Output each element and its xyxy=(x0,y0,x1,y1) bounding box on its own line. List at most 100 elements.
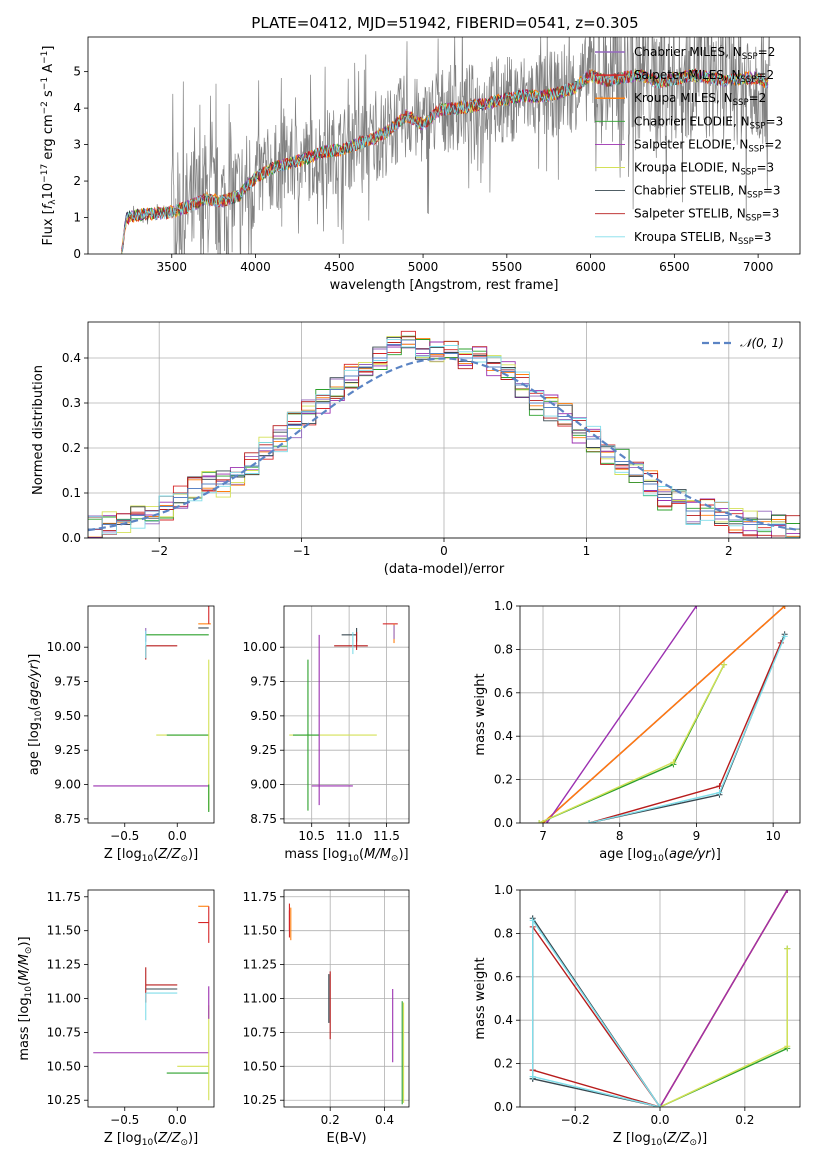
spectrum-ytick-label: 0 xyxy=(73,247,81,261)
mass_vs_Z-ytick-label: 10.25 xyxy=(47,1093,81,1107)
weight-marker xyxy=(716,789,723,796)
spectrum-ytick-label: 1 xyxy=(73,211,81,225)
age_vs_Z-axes: −0.5 0.0 8.75 9.00 9.25 9.50 9.75 10.00 xyxy=(47,640,187,843)
weight-line xyxy=(659,948,788,1107)
residuals-xtick-label: −1 xyxy=(293,544,311,558)
mass_vs_Z-xtick-label: 0.0 xyxy=(168,1113,187,1127)
mass_vs_EBV-frame xyxy=(283,889,410,1108)
weight-marker xyxy=(721,661,728,668)
massweight_vs_age-ytick-label: 0.6 xyxy=(494,686,513,700)
residuals-xtick-label: −2 xyxy=(150,544,168,558)
spectrum-xlabel: wavelength [Angstrom, rest frame] xyxy=(330,278,559,293)
legend-entry: Chabrier MILES, NSSP=2 xyxy=(634,45,775,62)
residuals-ytick-label: 0.2 xyxy=(62,441,81,455)
residuals-xtick-label: 2 xyxy=(725,544,733,558)
age_vs_Z-errorbars xyxy=(93,606,211,813)
massweight_vs_age-ylabel: mass weight xyxy=(473,673,488,755)
massweight_vs_age-xtick-label: 8 xyxy=(616,829,624,843)
mass_vs_Z-ytick-label: 11.50 xyxy=(47,924,81,938)
massweight_vs_Z-xtick-label: 0.0 xyxy=(650,1113,669,1127)
age_vs_mass-xtick-label: 11.0 xyxy=(336,829,363,843)
mass_vs_EBV-xlabel: E(B-V) xyxy=(326,1131,366,1146)
massweight_vs_age-xtick-label: 7 xyxy=(539,829,547,843)
mass_vs_Z-ytick-label: 10.75 xyxy=(47,1025,81,1039)
mass_vs_Z-xtick-label: −0.5 xyxy=(110,1113,139,1127)
mass_vs_EBV-ytick-label: 11.25 xyxy=(243,958,277,972)
massweight_vs_Z-axes: −0.2 0.0 0.2 0.0 0.2 0.4 0.6 0.8 1.0 xyxy=(494,883,800,1127)
residuals-axes: −2 −1 0 1 2 0.0 0.1 0.2 0.3 0.4 xyxy=(62,322,800,558)
massweight_vs_age-xtick-label: 9 xyxy=(693,829,701,843)
legend-entry: Salpeter MILES, NSSP=2 xyxy=(634,68,774,85)
massweight_vs_Z-lines xyxy=(529,890,791,1107)
mass_vs_Z-frame xyxy=(87,889,215,1108)
age_vs_mass-ytick-label: 9.75 xyxy=(250,675,277,689)
mass_vs_Z-errorbars xyxy=(93,905,210,1101)
spectrum-ylabel: Flux [fλ10−17 erg cm−2 s−1 A−1] xyxy=(40,46,58,246)
massweight_vs_age-xlabel: age [log10(age/yr)] xyxy=(599,847,721,864)
spectrum-model-line xyxy=(121,69,768,254)
age_vs_mass-xlabel: mass [log10(M/M⊙)] xyxy=(284,847,408,864)
residuals-legend: 𝒩(0, 1) xyxy=(702,336,784,350)
age_vs_mass-ytick-label: 8.75 xyxy=(250,812,277,826)
weight-marker xyxy=(781,606,788,609)
legend-entry: Chabrier ELODIE, NSSP=3 xyxy=(634,114,783,131)
massweight_vs_age-lines xyxy=(536,606,788,823)
weight-marker xyxy=(529,917,536,924)
mass_vs_EBV-errorbars xyxy=(288,903,405,1105)
weight-marker xyxy=(586,820,593,823)
massweight_vs_age-frame xyxy=(519,605,801,824)
massweight_vs_Z-ytick-label: 0.0 xyxy=(494,1100,513,1114)
spectrum-frame xyxy=(87,36,801,255)
age_vs_mass-xtick-label: 10.5 xyxy=(298,829,325,843)
residuals-ytick-label: 0.1 xyxy=(62,486,81,500)
residuals-xlabel: (data-model)/error xyxy=(384,562,505,577)
massweight_vs_age-ytick-label: 1.0 xyxy=(494,599,513,613)
spectrum-legend: Chabrier MILES, NSSP=2 Salpeter MILES, NS… xyxy=(595,45,783,247)
mass_vs_EBV-ytick-label: 10.75 xyxy=(243,1025,277,1039)
spectrum-ytick-label: 3 xyxy=(73,138,81,152)
spectrum-xtick-label: 4000 xyxy=(240,260,271,274)
massweight_vs_age-ytick-label: 0.0 xyxy=(494,816,513,830)
age_vs_Z-ytick-label: 8.75 xyxy=(54,812,81,826)
weight-marker xyxy=(693,606,700,609)
age_vs_Z-ytick-label: 10.00 xyxy=(47,640,81,654)
spectrum-xtick-label: 5000 xyxy=(408,260,439,274)
mass_vs_Z-ytick-label: 11.75 xyxy=(47,890,81,904)
massweight_vs_Z-xtick-label: 0.2 xyxy=(735,1113,754,1127)
spectrum-xtick-label: 5500 xyxy=(492,260,523,274)
mass_vs_EBV-ytick-label: 11.00 xyxy=(243,992,277,1006)
weight-marker xyxy=(657,1104,663,1107)
age_vs_Z-ytick-label: 9.50 xyxy=(54,709,81,723)
weight-marker xyxy=(529,1073,536,1080)
weight-line xyxy=(532,918,661,1107)
mass_vs_EBV-xtick-label: 0.2 xyxy=(321,1113,340,1127)
age_vs_Z-ylabel: age [log10(age/yr)] xyxy=(27,654,44,776)
residuals-ytick-label: 0.3 xyxy=(62,396,81,410)
weight-marker xyxy=(784,1043,791,1050)
weight-line xyxy=(542,606,786,823)
spectrum-model-line xyxy=(121,68,769,254)
mass_vs_EBV-xtick-label: 0.4 xyxy=(375,1113,394,1127)
age_vs_Z-ytick-label: 9.75 xyxy=(54,675,81,689)
massweight_vs_Z-ytick-label: 0.4 xyxy=(494,1013,513,1027)
age_vs_Z-ytick-label: 9.00 xyxy=(54,778,81,792)
age_vs_mass-xtick-label: 11.5 xyxy=(373,829,400,843)
age_vs_mass-axes: 10.5 11.0 11.5 8.75 9.00 9.25 9.50 9.75 10.00 xyxy=(243,606,409,843)
weight-line xyxy=(546,606,697,823)
mass_vs_Z-xlabel: Z [log10(Z/Z⊙)] xyxy=(104,1131,198,1148)
mass_vs_EBV-ytick-label: 11.75 xyxy=(243,890,277,904)
legend-entry: Salpeter ELODIE, NSSP=2 xyxy=(634,137,782,154)
massweight_vs_age-axes: 7 8 9 10 0.0 0.2 0.4 0.6 0.8 1.0 xyxy=(494,599,800,843)
residuals-hist-group xyxy=(88,330,800,538)
massweight_vs_Z-frame xyxy=(519,889,801,1108)
normal-curve xyxy=(88,357,800,532)
mass_vs_EBV-ytick-label: 11.50 xyxy=(243,924,277,938)
weight-marker xyxy=(784,890,791,893)
age_vs_Z-xtick-label: −0.5 xyxy=(110,829,139,843)
spectrum-xtick-label: 7000 xyxy=(743,260,774,274)
spectrum-axes: 3500 4000 4500 5000 5500 6000 6500 7000 0 1 2 3 4 5 xyxy=(73,65,773,274)
weight-marker xyxy=(781,633,788,640)
mass_vs_EBV-ytick-label: 10.50 xyxy=(243,1059,277,1073)
massweight_vs_Z-ytick-label: 0.2 xyxy=(494,1057,513,1071)
